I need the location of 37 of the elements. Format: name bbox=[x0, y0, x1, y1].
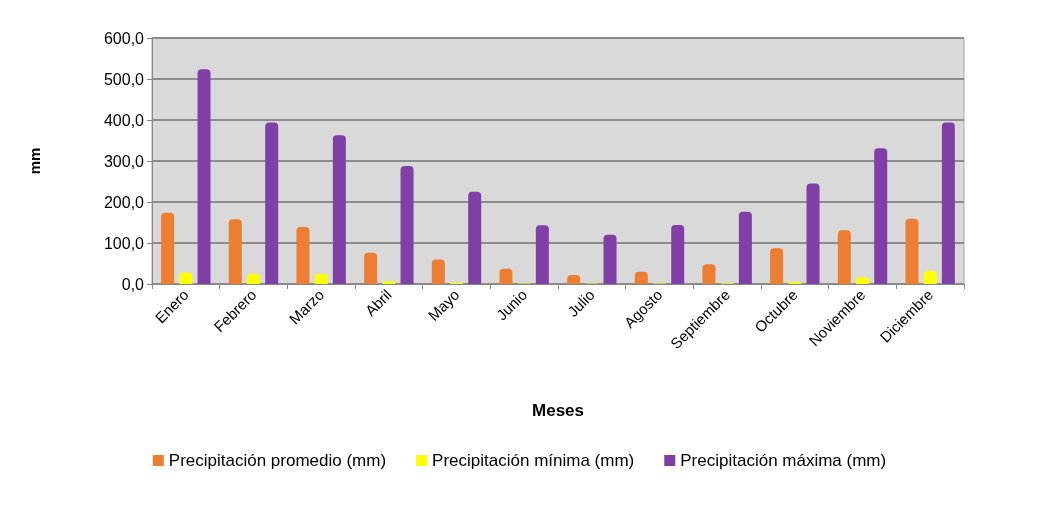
bar bbox=[603, 234, 617, 284]
legend-label: Precipitación máxima (mm) bbox=[680, 451, 887, 470]
bar bbox=[905, 218, 919, 284]
bar bbox=[535, 225, 549, 284]
y-tick-label: 600,0 bbox=[103, 29, 145, 47]
y-tick-label: 100,0 bbox=[103, 234, 145, 252]
bar bbox=[431, 259, 445, 284]
bar bbox=[400, 165, 414, 284]
bar bbox=[332, 135, 346, 284]
bar bbox=[837, 230, 851, 284]
bar bbox=[923, 270, 937, 284]
legend-label: Precipitación promedio (mm) bbox=[168, 451, 387, 470]
x-tick-label: Julio bbox=[564, 285, 598, 320]
bar bbox=[738, 211, 752, 284]
bar bbox=[702, 264, 716, 284]
bar bbox=[468, 191, 482, 284]
bar bbox=[634, 271, 648, 284]
x-axis-title: Meses bbox=[532, 401, 584, 420]
y-tick-label: 300,0 bbox=[103, 152, 145, 170]
bar bbox=[499, 268, 513, 284]
bar bbox=[161, 212, 175, 284]
y-tick-label: 200,0 bbox=[103, 193, 145, 211]
bar bbox=[228, 219, 242, 284]
y-tick-label: 0,0 bbox=[121, 275, 145, 293]
bar bbox=[941, 122, 955, 284]
bar bbox=[806, 183, 820, 284]
bar bbox=[364, 252, 378, 284]
y-tick-label: 500,0 bbox=[103, 70, 145, 88]
bar bbox=[874, 148, 888, 284]
bar bbox=[671, 224, 685, 284]
y-tick-label: 400,0 bbox=[103, 111, 145, 129]
legend-label: Precipitación mínima (mm) bbox=[432, 451, 635, 470]
bar bbox=[197, 69, 211, 284]
bar bbox=[296, 227, 310, 284]
bar bbox=[265, 122, 279, 284]
y-axis-title: mm bbox=[26, 147, 43, 175]
bar bbox=[770, 248, 784, 284]
